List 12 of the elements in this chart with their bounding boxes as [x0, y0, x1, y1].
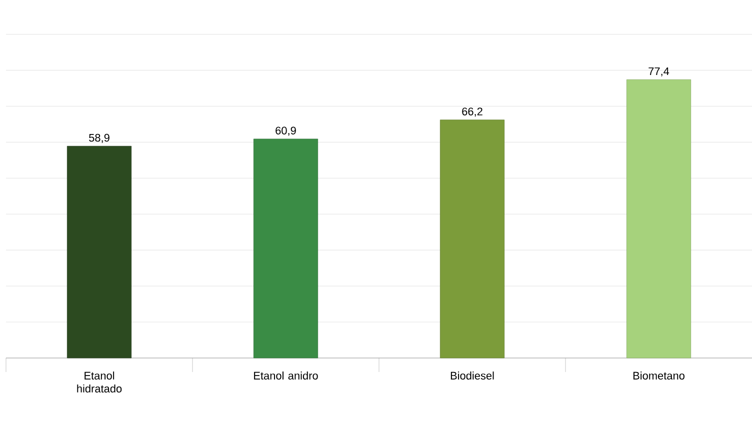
bar [626, 79, 692, 358]
bar [440, 120, 505, 358]
data-label: 58,9 [89, 134, 110, 143]
data-label: 60,9 [276, 126, 296, 136]
x-tick-label: Etanol anidro [254, 372, 318, 380]
bar [66, 146, 132, 358]
x-tick-label: Biometano [633, 372, 684, 380]
x-tick-label: Biodiesel [450, 372, 494, 380]
x-tick-label: Etanol hidratado [77, 372, 122, 393]
data-label: 77,4 [648, 67, 670, 76]
data-label: 66,2 [462, 108, 482, 117]
bar [253, 138, 318, 358]
